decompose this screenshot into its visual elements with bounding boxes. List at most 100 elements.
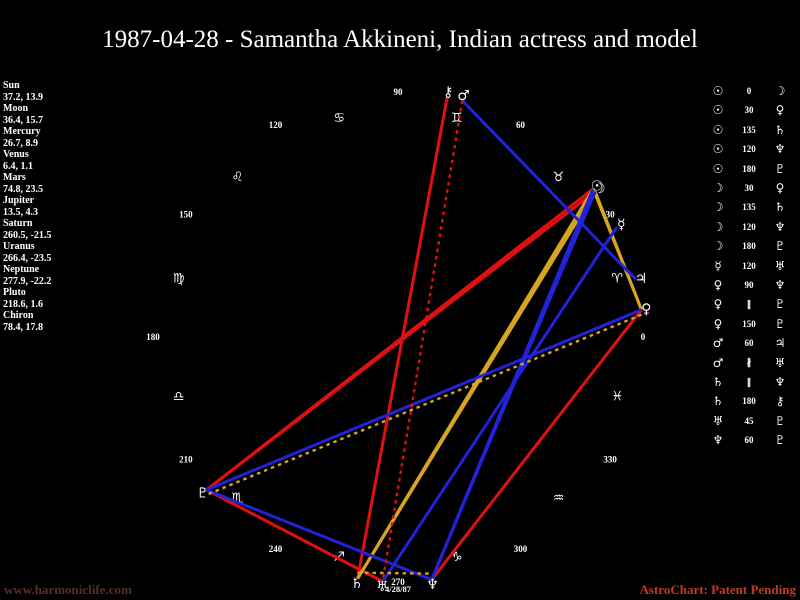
planet-glyph-chiron: ⚷ xyxy=(443,85,453,101)
planet-values-mercury: 26.7, 8.9 xyxy=(3,137,38,149)
degree-label-240: 240 xyxy=(269,544,283,554)
aspect-row-saturn-neptune: ♄ ∥ ♆ xyxy=(706,373,798,391)
planet-glyph-mars: ♂ xyxy=(457,88,470,104)
aspect-line-mars-jupiter xyxy=(461,99,638,281)
planet-name-moon: Moon xyxy=(3,103,28,114)
sign-glyph-capricorn: ♑ xyxy=(451,550,463,565)
venus-glyph: ♀ xyxy=(775,181,785,195)
saturn-glyph: ♄ xyxy=(712,394,724,409)
planet-name-venus: Venus xyxy=(3,149,29,160)
aspect-type: 135 xyxy=(742,124,756,135)
sun-glyph: ☉ xyxy=(712,161,724,176)
aspect-type: ∦ xyxy=(746,357,752,368)
planet-glyph-jupiter: ♃ xyxy=(635,271,648,287)
planet-name-uranus: Uranus xyxy=(3,241,35,252)
uranus-glyph: ♅ xyxy=(774,258,786,273)
planet-name-jupiter: Jupiter xyxy=(3,195,35,206)
planet-values-moon: 36.4, 15.7 xyxy=(3,114,43,126)
pluto-glyph: ♇ xyxy=(774,433,786,448)
planet-values-neptune: 277.9, -22.2 xyxy=(3,275,52,287)
venus-glyph: ♀ xyxy=(713,297,723,312)
aspect-type: 30 xyxy=(744,105,754,116)
neptune-glyph: ♆ xyxy=(774,142,786,157)
aspect-type: 180 xyxy=(742,163,756,174)
moon-glyph: ☽ xyxy=(774,84,786,98)
moon-glyph: ☽ xyxy=(712,239,724,254)
aspect-type: 180 xyxy=(742,241,756,252)
venus-glyph: ♀ xyxy=(713,278,723,292)
aspect-type: 180 xyxy=(742,396,756,407)
planet-name-saturn: Saturn xyxy=(3,218,33,229)
sign-glyph-gemini: ♊ xyxy=(451,111,463,126)
aspect-type: 45 xyxy=(744,415,754,426)
aspect-type: 135 xyxy=(742,202,756,213)
aspect-row-sun-saturn: ☉ 135 ♄ xyxy=(706,121,798,139)
planet-values-mars: 74.8, 23.5 xyxy=(3,183,43,195)
aspect-row-venus-pluto: ♀ 150 ♇ xyxy=(706,315,798,333)
planet-name-chiron: Chiron xyxy=(3,310,34,321)
pluto-glyph: ♇ xyxy=(774,239,786,254)
sun-glyph: ☉ xyxy=(712,142,724,157)
degree-label-330: 330 xyxy=(603,455,617,465)
pluto-glyph: ♇ xyxy=(774,161,786,176)
planet-glyph-uranus: ♅ xyxy=(376,579,389,595)
aspect-row-sun-neptune: ☉ 120 ♆ xyxy=(706,140,798,158)
planet-values-uranus: 266.4, -23.5 xyxy=(3,252,52,264)
sign-glyph-leo: ♌ xyxy=(232,170,244,185)
aspect-row-venus-pluto: ♀ ∥ ♇ xyxy=(706,295,798,313)
aspect-row-moon-venus: ☽ 30 ♀ xyxy=(706,179,798,197)
aspect-row-sun-pluto: ☉ 180 ♇ xyxy=(706,160,798,178)
degree-label-60: 60 xyxy=(516,120,526,130)
aspect-type: 30 xyxy=(744,183,754,193)
neptune-glyph: ♆ xyxy=(774,219,786,234)
planet-glyph-pluto: ♇ xyxy=(196,485,209,501)
aspect-type: 60 xyxy=(744,338,754,349)
aspect-row-sun-moon: ☉ 0 ☽ xyxy=(706,82,798,100)
planet-values-chiron: 78.4, 17.8 xyxy=(3,321,43,333)
aspect-row-uranus-pluto: ♅ 45 ♇ xyxy=(706,412,798,430)
aspect-type: 120 xyxy=(742,260,756,271)
uranus-glyph: ♅ xyxy=(774,355,786,370)
aspect-row-saturn-chiron: ♄ 180 ⚷ xyxy=(706,392,798,410)
aspect-line-venus-pluto xyxy=(205,308,643,492)
planet-glyph-saturn: ♄ xyxy=(350,576,363,592)
planet-glyph-neptune: ♆ xyxy=(426,577,439,593)
degree-label-120: 120 xyxy=(269,120,283,130)
planet-glyph-venus: ♀ xyxy=(641,302,651,318)
uranus-glyph: ♅ xyxy=(712,413,724,428)
planet-name-neptune: Neptune xyxy=(3,264,40,275)
moon-glyph: ☽ xyxy=(712,181,724,195)
aspect-type: 60 xyxy=(744,435,754,446)
aspect-row-sun-venus: ☉ 30 ♀ xyxy=(706,101,798,119)
neptune-glyph: ♆ xyxy=(774,278,786,292)
planet-glyph-mercury: ☿ xyxy=(617,217,626,233)
sign-glyph-virgo: ♍ xyxy=(173,272,185,287)
venus-glyph: ♀ xyxy=(775,103,785,118)
pluto-glyph: ♇ xyxy=(774,316,786,331)
mars-glyph: ♂ xyxy=(712,355,724,370)
aspect-row-moon-saturn: ☽ 135 ♄ xyxy=(706,198,798,216)
aspect-line-chiron-saturn xyxy=(356,96,449,579)
aspect-line-uranus-pluto xyxy=(205,488,384,583)
venus-glyph: ♀ xyxy=(713,316,723,331)
planet-values-saturn: 260.5, -21.5 xyxy=(3,229,52,241)
aspect-row-moon-neptune: ☽ 120 ♆ xyxy=(706,218,798,236)
jupiter-glyph: ♃ xyxy=(774,336,786,351)
sun-glyph: ☉ xyxy=(712,84,724,98)
aspect-line-venus-neptune xyxy=(430,308,643,581)
mars-glyph: ♂ xyxy=(712,336,724,351)
degree-label-180: 180 xyxy=(146,332,160,342)
sign-glyph-aquarius: ♒ xyxy=(553,491,565,506)
aspect-type: 90 xyxy=(744,280,754,290)
degree-label-270: 270 xyxy=(391,577,405,587)
sign-glyph-cancer: ♋ xyxy=(333,111,345,126)
mercury-glyph: ☿ xyxy=(714,258,722,273)
chart-date-label: 4/28/87 xyxy=(385,584,411,594)
planet-name-mercury: Mercury xyxy=(3,126,41,137)
aspect-type: ∥ xyxy=(746,298,752,309)
moon-glyph: ☽ xyxy=(712,200,724,215)
sign-glyph-aries: ♈ xyxy=(611,272,623,287)
aspect-line-moon-venus xyxy=(593,191,643,311)
